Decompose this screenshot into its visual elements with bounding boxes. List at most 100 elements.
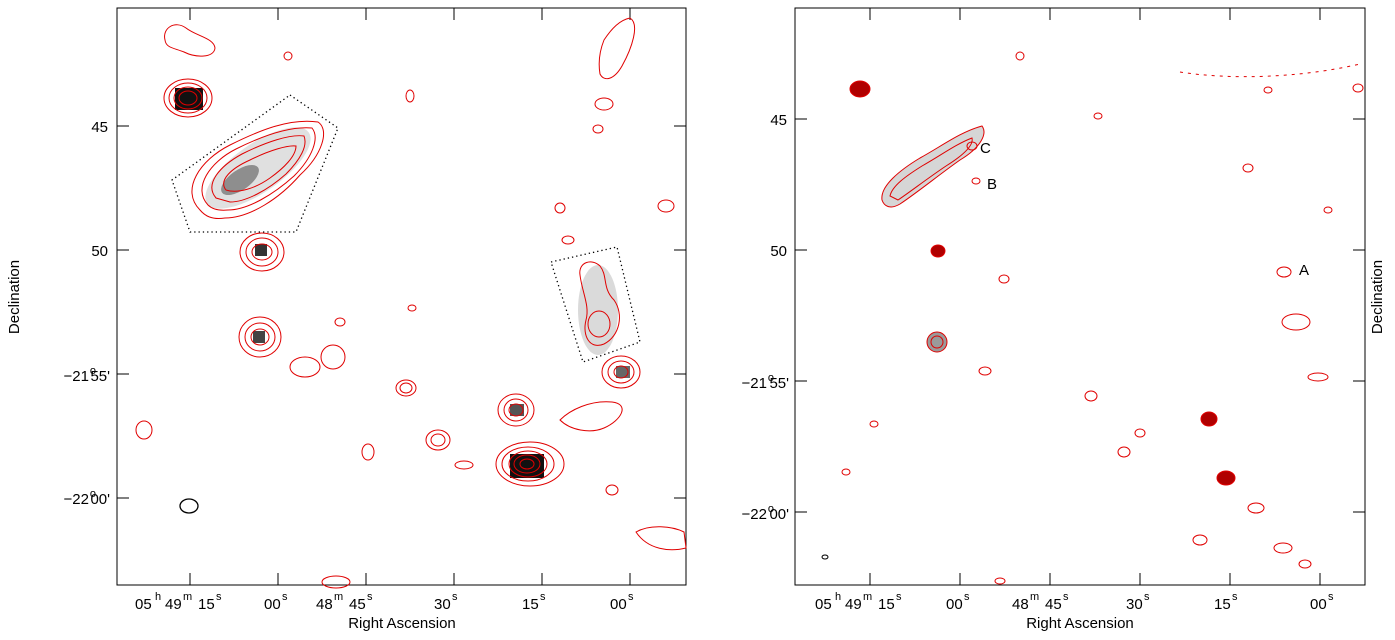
- right-extended-contour: [881, 125, 985, 208]
- east-extended-inner: [587, 310, 611, 338]
- se-ridge-contour: [559, 401, 623, 432]
- right-contour-16: [1263, 86, 1273, 94]
- left-x-axis-label: Right Ascension: [348, 615, 456, 632]
- center-contour-3: [251, 243, 273, 261]
- right-y-tick-00: −22 o 00': [742, 503, 790, 523]
- left-x-tick-3: 48 m 45 s: [316, 591, 373, 613]
- left-x-tick-3-ssym: s: [367, 591, 373, 603]
- east-extended-contour: [579, 261, 620, 346]
- east-edge-contour: [635, 526, 687, 551]
- right-contour-12: [1192, 534, 1208, 546]
- right-x-tick-4-ssym: s: [1144, 591, 1150, 603]
- left-x-tick-1-msym: m: [183, 591, 192, 603]
- right-x-tick-3-ssym: s: [1063, 591, 1069, 603]
- se-contour-3: [508, 403, 524, 417]
- east-contour-3: [613, 365, 629, 379]
- right-x-tick-3: 48 m 45 s: [1012, 591, 1069, 613]
- left-y-tick-55-degsym: o: [90, 365, 96, 377]
- right-x-tick-1: 05 h 49 m 15 s: [815, 591, 902, 613]
- extended-contour-4: [223, 145, 297, 192]
- left-x-tick-labels: 05 h 49 m 15 s 00 s 48 m 45 s 30 s: [135, 591, 634, 613]
- left-x-tick-1-s: 15: [198, 596, 215, 613]
- contour-c: [395, 379, 417, 397]
- right-source-south: [926, 331, 948, 353]
- right-y-tick-50: 50: [770, 243, 787, 260]
- right-panel: Declination Right Ascension 45 50 −21 o …: [742, 7, 1386, 632]
- right-x-axis-label: Right Ascension: [1026, 615, 1134, 632]
- right-x-tick-4: 30 s: [1126, 591, 1150, 613]
- right-contour-18: [841, 468, 851, 476]
- right-source-se: [1200, 411, 1218, 427]
- right-y-tick-45: 45: [770, 112, 787, 129]
- extended-contour-1: [191, 120, 325, 219]
- small-contour-3: [554, 202, 566, 214]
- left-y-axis-label: Declination: [6, 260, 23, 334]
- right-contour-13: [1273, 542, 1293, 554]
- right-contour-8: [1015, 51, 1025, 61]
- right-beam-ellipse: [821, 554, 829, 560]
- left-y-tick-00: −22 o 00': [64, 488, 111, 508]
- right-source-labels: C B A: [980, 140, 1309, 279]
- right-y-tick-55: −21 o 55': [742, 372, 790, 392]
- right-y-axis-label: Declination: [1369, 260, 1386, 334]
- left-y-tick-50: 50: [91, 243, 108, 260]
- small-contour-1: [361, 443, 375, 461]
- right-y-tick-labels: 45 50 −21 o 55' −22 o 00': [742, 112, 790, 523]
- bright-contour-4: [513, 454, 541, 474]
- left-x-tick-5: 15 s: [522, 591, 546, 613]
- left-x-tick-6-s: 00: [610, 596, 627, 613]
- bottom-contour: [321, 575, 351, 589]
- se-contour-2: [503, 398, 529, 422]
- right-source-b: [971, 177, 981, 185]
- right-ridge-contour: [1179, 63, 1361, 78]
- right-emission: [821, 51, 1364, 585]
- left-x-tick-6-ssym: s: [628, 591, 634, 603]
- small-contour-2: [454, 460, 474, 470]
- right-y-tick-00-deg: −22: [742, 506, 767, 523]
- left-x-tick-3-s: 45: [349, 596, 366, 613]
- right-x-tick-1-h: 05: [815, 596, 832, 613]
- right-x-tick-2-ssym: s: [964, 591, 970, 603]
- left-x-tick-3-m: 48: [316, 596, 333, 613]
- right-x-tick-4-s: 30: [1126, 596, 1143, 613]
- left-y-tick-55-deg: −21: [64, 368, 89, 385]
- right-x-tick-3-msym: m: [1030, 591, 1039, 603]
- source-label-a: A: [1299, 262, 1309, 279]
- left-x-tick-5-ssym: s: [540, 591, 546, 603]
- south-contour-2: [244, 322, 276, 352]
- right-source-center: [930, 244, 946, 258]
- extended-contour-2: [201, 127, 316, 211]
- right-contour-5: [1281, 313, 1311, 331]
- right-y-tick-55-deg: −21: [742, 375, 767, 392]
- right-contour-15: [1323, 206, 1333, 214]
- left-x-tick-1-hsym: h: [155, 591, 161, 603]
- right-contour-19: [994, 577, 1006, 585]
- left-x-tick-1-ssym: s: [216, 591, 222, 603]
- left-x-tick-5-s: 15: [522, 596, 539, 613]
- right-y-tick-55-degsym: o: [768, 372, 774, 384]
- small-contour-11: [605, 484, 619, 496]
- right-plot-frame: [794, 7, 1366, 586]
- bright-contour-2: [501, 446, 555, 482]
- right-y-tick-00-min: 00': [769, 506, 789, 523]
- right-x-tick-6: 00 s: [1310, 591, 1334, 613]
- right-tick-marks: [795, 8, 1365, 585]
- source-east-extended: [578, 265, 618, 355]
- left-x-tick-4-ssym: s: [452, 591, 458, 603]
- contour-d-inner: [430, 433, 446, 447]
- contour-b: [320, 344, 346, 370]
- source-label-c: C: [980, 140, 991, 157]
- nw-contour-1: [163, 78, 213, 118]
- se-contour-1: [497, 393, 535, 427]
- right-x-tick-2-s: 00: [946, 596, 963, 613]
- right-x-tick-5: 15 s: [1214, 591, 1238, 613]
- extended-contour-3: [211, 135, 306, 203]
- left-y-tick-labels: 45 50 −21 o 55' −22 o 00': [64, 119, 111, 508]
- right-x-tick-5-ssym: s: [1232, 591, 1238, 603]
- south-contour-1: [238, 316, 282, 358]
- left-panel: Declination Right Ascension 45 50 −21 o …: [6, 7, 687, 632]
- right-contour-14: [1298, 559, 1312, 569]
- right-x-tick-1-ssym: s: [896, 591, 902, 603]
- left-y-tick-55: −21 o 55': [64, 365, 111, 385]
